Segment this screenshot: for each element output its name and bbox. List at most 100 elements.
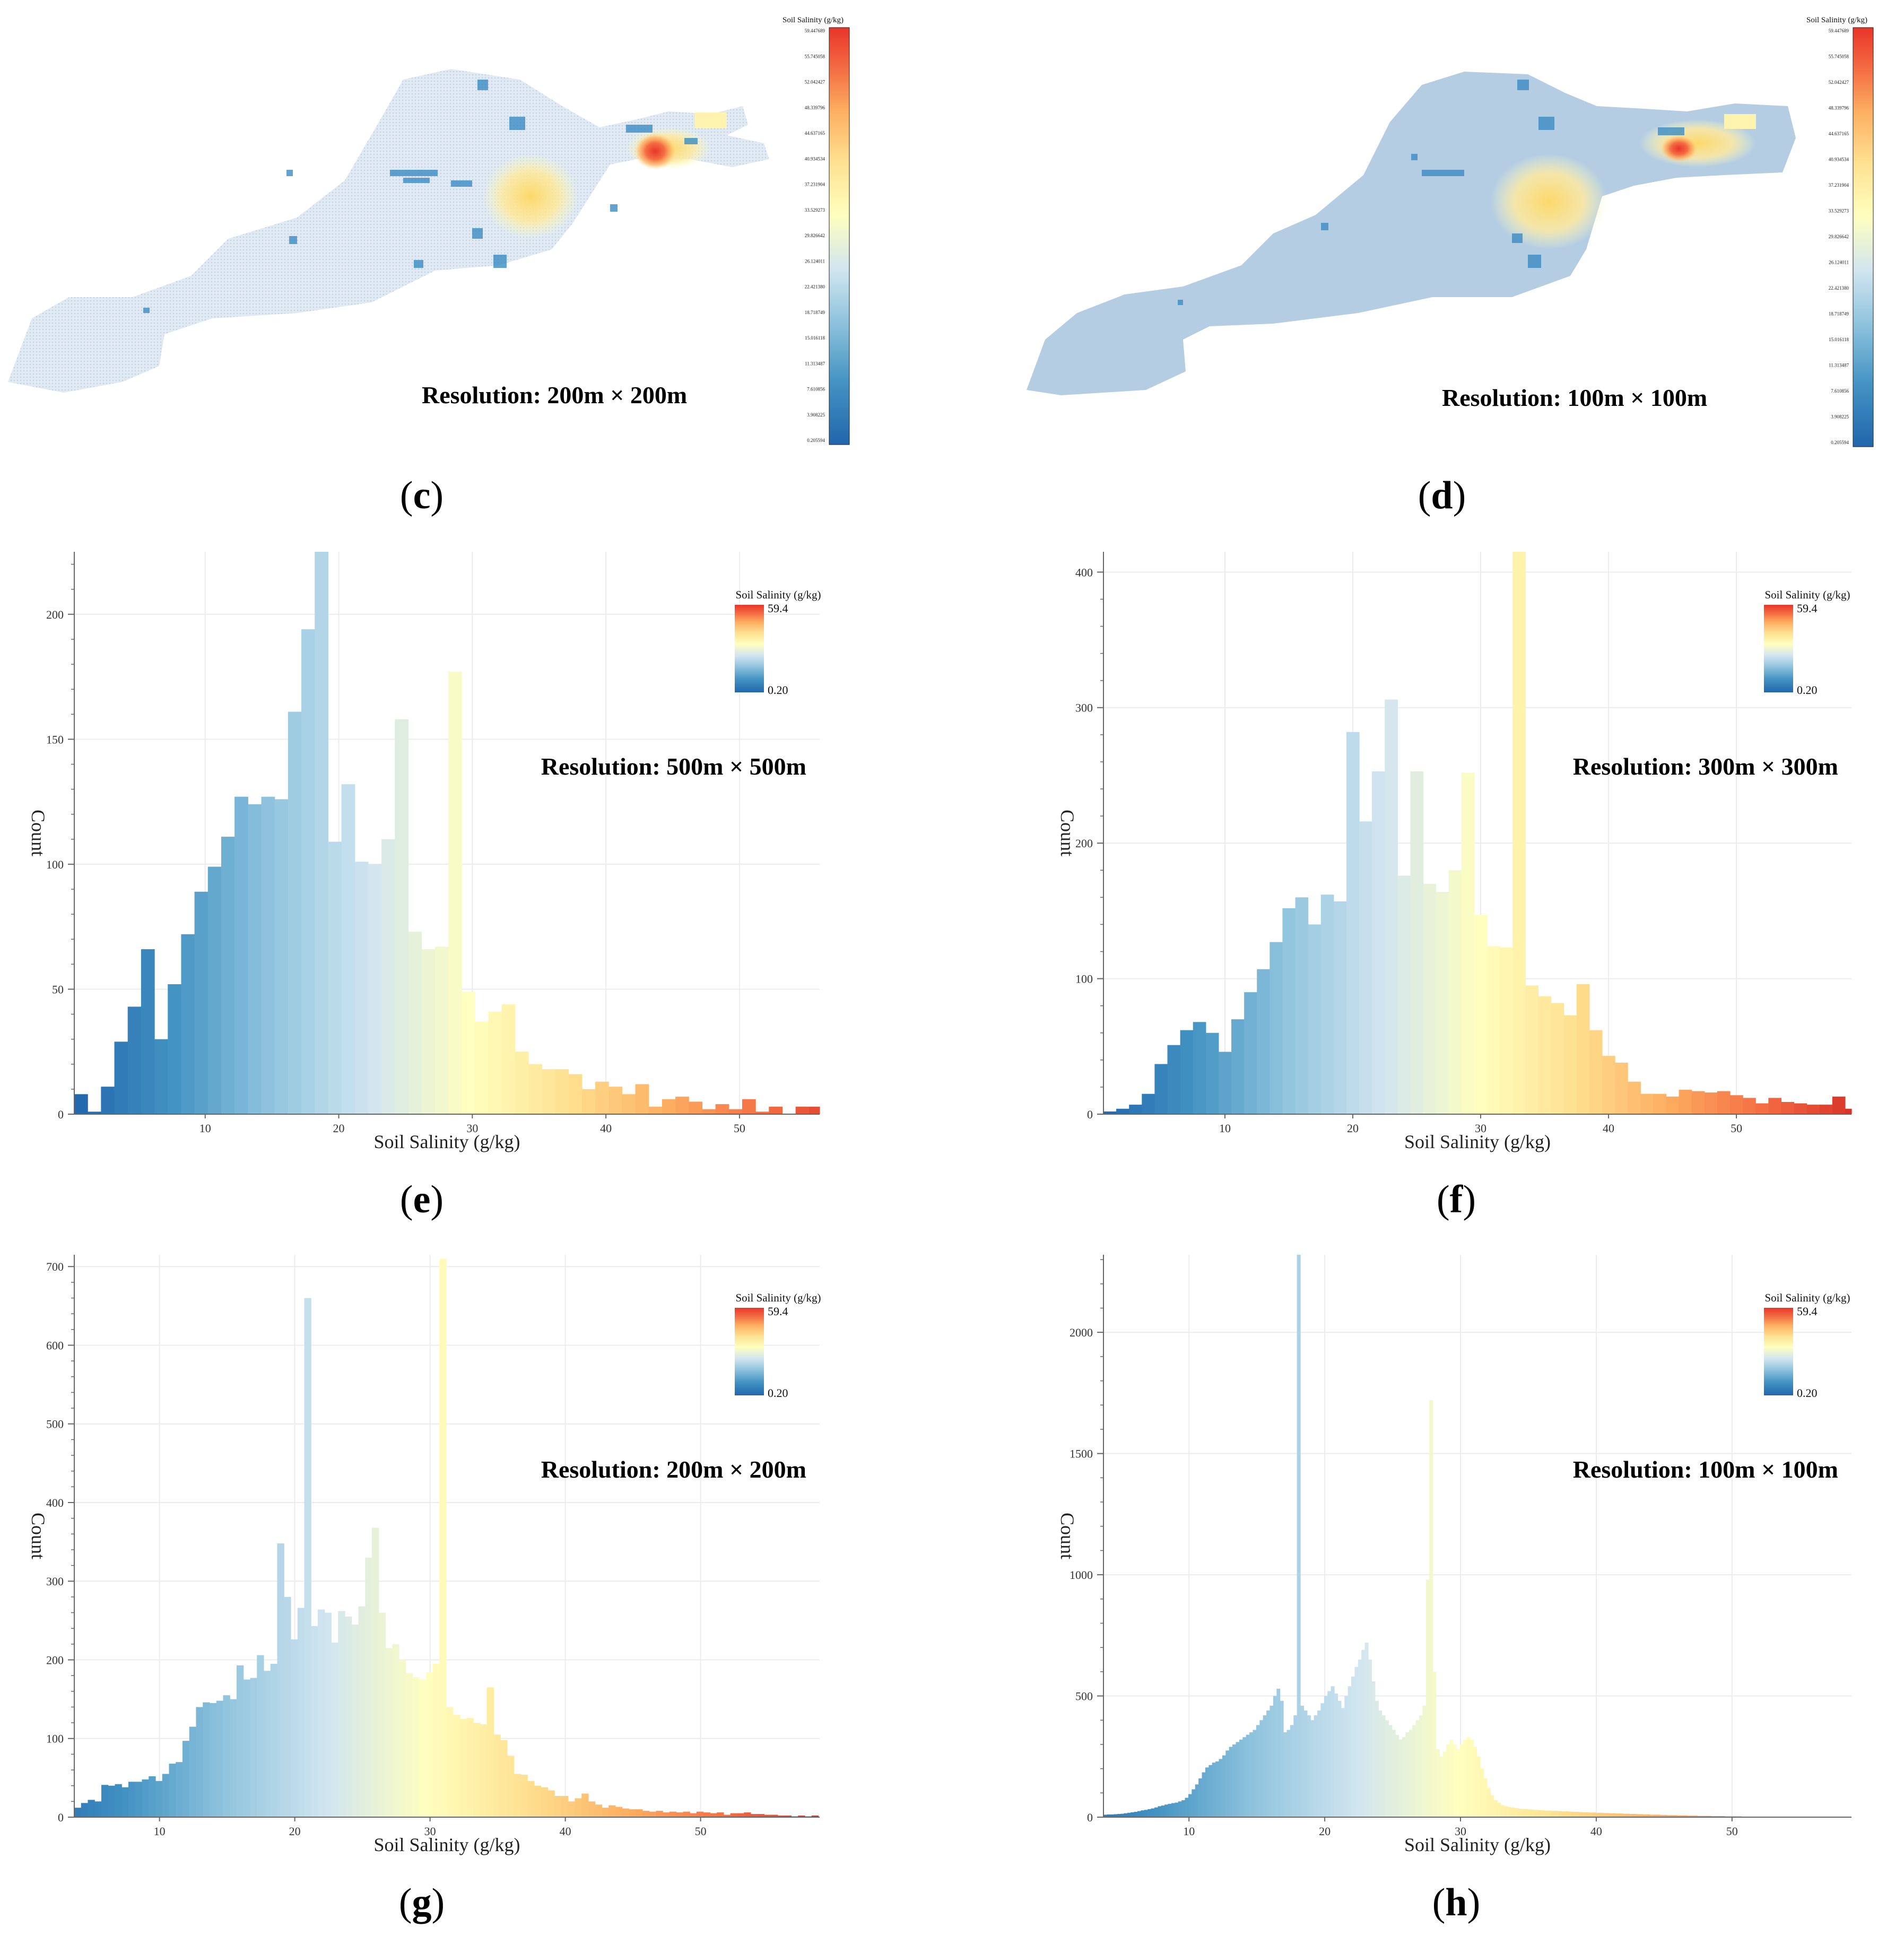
- colorbar-max-label: 59.4: [768, 1305, 788, 1318]
- histogram-bar: [342, 784, 355, 1114]
- map-colorbar-tick-label: 18.718749: [1829, 311, 1849, 317]
- histogram-bar: [690, 1813, 697, 1817]
- map-region-d: [1027, 72, 1796, 395]
- histogram-bar: [1127, 1813, 1131, 1817]
- histogram-bar: [358, 1607, 365, 1817]
- colorbar-gradient: [735, 1308, 764, 1395]
- histogram-bar: [154, 1039, 168, 1114]
- map-d-resolution-label: Resolution: 100m × 100m: [1442, 384, 1707, 411]
- histogram-bar: [182, 1741, 189, 1817]
- y-tick-label: 0: [1087, 1811, 1093, 1824]
- histogram-bar: [1512, 552, 1526, 1114]
- histogram-bar: [1300, 1706, 1304, 1817]
- histogram-bar: [1124, 1813, 1127, 1817]
- y-tick-label: 700: [46, 1260, 64, 1273]
- y-tick-label: 300: [1075, 701, 1093, 715]
- colorbar-legend: Soil Salinity (g/kg)59.40.20: [735, 588, 821, 697]
- histogram-bar: [675, 1097, 689, 1114]
- colorbar-min-label: 0.20: [768, 683, 788, 697]
- histogram-bar: [1296, 897, 1309, 1114]
- y-axis-label: Count: [1057, 810, 1078, 856]
- histogram-bar: [1456, 1749, 1460, 1817]
- histogram-bar: [365, 1558, 372, 1817]
- histogram-bar: [121, 1787, 128, 1817]
- x-tick-label: 20: [1319, 1825, 1331, 1838]
- x-tick-label: 40: [1603, 1122, 1614, 1135]
- histogram-bar: [311, 1626, 318, 1817]
- histogram-bar: [1171, 1803, 1175, 1818]
- histogram-bar: [1397, 875, 1411, 1114]
- histogram-bar: [250, 1678, 257, 1817]
- y-tick-label: 1000: [1070, 1568, 1093, 1582]
- histogram-bar: [554, 1796, 561, 1817]
- histogram-bar: [493, 1734, 500, 1817]
- map-colorbar-tick-label: 7.610856: [807, 387, 825, 392]
- map-warm-patch: [1724, 114, 1756, 129]
- histogram-bar: [1324, 1696, 1328, 1817]
- map-warm-zone: [483, 154, 578, 239]
- histogram-bar: [1679, 1090, 1692, 1114]
- histogram-bar: [1599, 1813, 1603, 1817]
- histogram-bar: [1142, 1094, 1155, 1114]
- histogram-bar: [1351, 1677, 1355, 1817]
- histogram-bar: [221, 837, 235, 1114]
- histogram-bar: [608, 1087, 622, 1114]
- map-colorbar-tick-label: 0.205594: [1831, 440, 1849, 445]
- y-tick-label: 100: [46, 1732, 64, 1746]
- histogram-bar: [1514, 1808, 1518, 1817]
- histogram-bar: [629, 1809, 636, 1817]
- y-axis-label: Count: [1057, 1513, 1078, 1559]
- histogram-bar: [1615, 1063, 1628, 1114]
- histogram-bar: [1334, 901, 1347, 1114]
- histogram-bar: [1463, 1740, 1467, 1817]
- histogram-bar: [1589, 1030, 1603, 1114]
- histogram-bar: [1501, 1805, 1505, 1817]
- histogram-bar: [1528, 1809, 1532, 1817]
- panel-label-c: (c): [400, 474, 444, 517]
- histogram-bar: [1378, 1711, 1382, 1817]
- histogram-bar: [1205, 1767, 1209, 1817]
- histogram-bar: [168, 984, 181, 1114]
- histogram-bar: [729, 1109, 743, 1114]
- histogram-bar: [141, 949, 155, 1114]
- histogram-bar: [1541, 1810, 1545, 1817]
- histogram-bar: [381, 839, 395, 1114]
- histogram-bar: [1582, 1812, 1586, 1817]
- histogram-bar: [1525, 985, 1538, 1114]
- histogram-bar: [1239, 1740, 1243, 1817]
- histogram-bar: [1385, 699, 1398, 1114]
- map-colorbar-tick-label: 33.529273: [1829, 209, 1849, 214]
- histogram-bar: [1490, 1795, 1494, 1817]
- histogram-bar: [1116, 1109, 1129, 1114]
- histogram-bar: [744, 1812, 751, 1817]
- bars: [74, 552, 820, 1114]
- histogram-bar: [1202, 1772, 1206, 1817]
- histogram-bar: [406, 1673, 413, 1817]
- map-colorbar-tick-label: 3.908225: [1831, 414, 1849, 420]
- histogram-bar: [1405, 1732, 1409, 1817]
- histogram-bar: [1551, 1811, 1555, 1817]
- histogram-bar: [1263, 1715, 1267, 1817]
- histogram-bar: [575, 1798, 581, 1817]
- x-tick-label: 50: [695, 1825, 707, 1838]
- histogram-bar: [1372, 771, 1385, 1114]
- histogram-bar: [1585, 1812, 1589, 1817]
- histogram-bar: [1185, 1798, 1189, 1817]
- histogram-bar: [433, 1664, 440, 1817]
- histogram-bar: [301, 629, 315, 1114]
- histogram-bar: [683, 1812, 690, 1817]
- histogram-bar: [702, 1109, 716, 1114]
- map-colorbar-tick-label: 26.124011: [1829, 260, 1849, 265]
- histogram-bar: [135, 1782, 142, 1817]
- histogram-bar: [1232, 1744, 1236, 1817]
- histogram-bar: [1282, 908, 1296, 1114]
- histogram-bar: [1365, 1643, 1369, 1817]
- map-colorbar-tick-label: 52.042427: [1829, 80, 1849, 85]
- x-tick-label: 40: [600, 1122, 612, 1135]
- histogram-bar: [703, 1812, 710, 1817]
- histogram-bar: [1346, 732, 1360, 1114]
- histogram-bar: [716, 1104, 729, 1114]
- map-colorbar-tick-label: 44.637165: [1829, 131, 1849, 136]
- y-tick-label: 1500: [1070, 1447, 1093, 1461]
